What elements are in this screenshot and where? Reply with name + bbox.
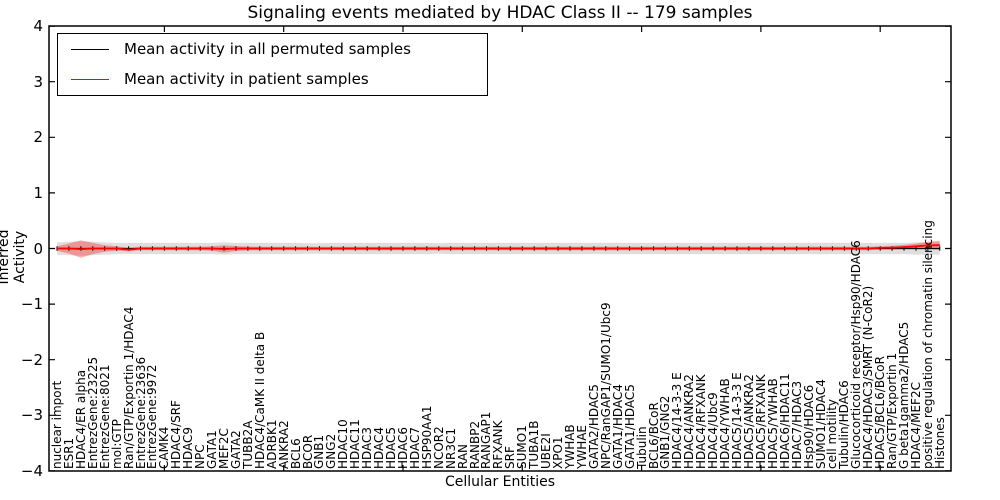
y-tick-label: −1 xyxy=(20,295,43,314)
y-tick-label: 2 xyxy=(33,128,43,147)
x-tick-label: Hsp90/HDAC6 xyxy=(801,384,816,469)
y-tick-label: 0 xyxy=(33,239,43,258)
legend-label: Mean activity in all permuted samples xyxy=(124,40,411,58)
legend-item: Mean activity in all permuted samples xyxy=(58,34,487,64)
x-tick-label: RAN xyxy=(455,443,470,469)
x-axis-label: Cellular Entities xyxy=(444,474,556,490)
legend-line-swatch xyxy=(71,48,109,50)
y-tick-label: −4 xyxy=(20,461,43,480)
x-tick-label: Histones xyxy=(932,417,947,469)
x-tick-label: HDAC6/HDAC11 xyxy=(777,373,792,469)
x-tick-label: mol:GTP xyxy=(109,419,124,469)
y-axis-label: Inferred Activity xyxy=(0,229,28,285)
y-tick-label: −2 xyxy=(20,350,43,369)
x-tick-label: GATA1/HDAC4 xyxy=(610,384,625,469)
y-tick-label: −3 xyxy=(20,406,43,425)
x-tick-label: Ran/GTP/Exportin 1/HDAC4 xyxy=(121,306,136,469)
y-tick-label: 4 xyxy=(33,17,43,36)
x-tick-label: EntrezGene:8021 xyxy=(97,364,112,470)
x-tick-label: HDAC5/YWHAB xyxy=(765,378,780,469)
x-tick-label: BCL6 xyxy=(288,438,303,469)
chart-title: Signaling events mediated by HDAC Class … xyxy=(247,3,753,23)
axis-ticks xyxy=(49,25,951,472)
x-tick-label: ADRBK1 xyxy=(264,419,279,469)
x-tick-label: NPC/RanGAP1/SUMO1/Ubc9 xyxy=(598,302,613,469)
x-tick-label: EntrezGene:23225 xyxy=(85,356,100,469)
x-tick-label: Tubulin xyxy=(634,426,649,469)
series-lines xyxy=(56,244,941,251)
legend-label: Mean activity in patient samples xyxy=(124,70,369,88)
legend: Mean activity in all permuted samples Mea… xyxy=(57,33,488,96)
legend-item: Mean activity in patient samples xyxy=(58,64,487,94)
y-tick-label: 1 xyxy=(33,183,43,202)
x-tick-label: HDAC7/HDAC3 xyxy=(789,380,804,469)
legend-line-swatch xyxy=(71,78,109,80)
x-tick-label: NR3C1 xyxy=(443,428,458,469)
patient-mean-line xyxy=(57,244,940,251)
x-tick-label: HDAC4/CaMK II delta B xyxy=(252,331,267,469)
x-tick-label: NCOR2 xyxy=(431,426,446,469)
x-tick-label: ANKRA2 xyxy=(276,420,291,469)
y-tick-label: 3 xyxy=(33,72,43,91)
axes-frame xyxy=(48,25,952,472)
x-tick-label: GATA1/HDAC5 xyxy=(622,384,637,469)
